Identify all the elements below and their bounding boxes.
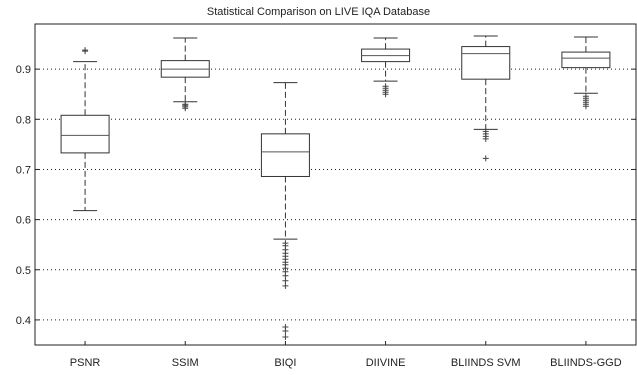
box-group [561,36,611,110]
box-group [160,37,210,112]
y-tick-label: 0.4 [16,315,31,327]
outlier-point [282,272,289,279]
box-group [260,82,310,340]
x-tick-label: SSIM [172,357,199,369]
x-tick-label: BIQI [274,357,296,369]
y-tick-label: 0.7 [16,164,31,176]
x-tick-label: BLIINDS-GGD [550,357,622,369]
box [260,133,310,177]
y-tick-label: 0.9 [16,64,31,76]
y-tick-label: 0.6 [16,215,31,227]
x-tick-label: BLIINDS SVM [451,357,521,369]
outlier-point [282,277,289,284]
outlier-point [482,135,489,142]
outlier-point [182,101,189,108]
axes: 0.4 0.5 0.6 0.7 0.8 0.9 PSNR SSIM BIQI DIIVINE BLI… [16,23,637,369]
outlier-point [282,327,289,334]
box [60,114,110,154]
chart-title: Statistical Comparison on LIVE IQA Datab… [206,6,431,18]
grid-lines [35,68,636,321]
box-group [461,35,511,162]
box [461,46,511,80]
outlier-point [482,155,489,162]
outlier-point [282,282,289,289]
outlier-point [582,103,589,110]
boxes-layer [60,35,611,340]
x-tick-label: PSNR [70,357,101,369]
box [561,51,611,69]
box-group [60,47,110,212]
plot-frame [34,23,637,346]
y-tick-label: 0.5 [16,265,31,277]
outlier-point [282,333,289,340]
outlier-point [382,91,389,98]
y-tick-label: 0.8 [16,114,31,126]
outlier-point [82,47,89,54]
box-group [361,37,411,98]
x-tick-label: DIIVINE [366,357,406,369]
